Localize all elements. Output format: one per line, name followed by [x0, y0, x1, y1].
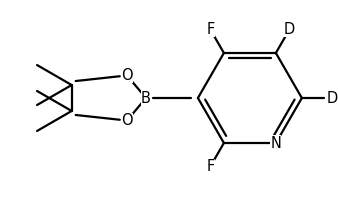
Text: O: O — [121, 68, 132, 83]
Text: N: N — [270, 135, 281, 150]
Text: F: F — [206, 22, 215, 37]
Text: D: D — [326, 90, 337, 106]
Text: F: F — [206, 159, 215, 174]
Text: B: B — [141, 90, 151, 106]
Text: O: O — [121, 113, 132, 129]
Text: D: D — [284, 22, 295, 37]
